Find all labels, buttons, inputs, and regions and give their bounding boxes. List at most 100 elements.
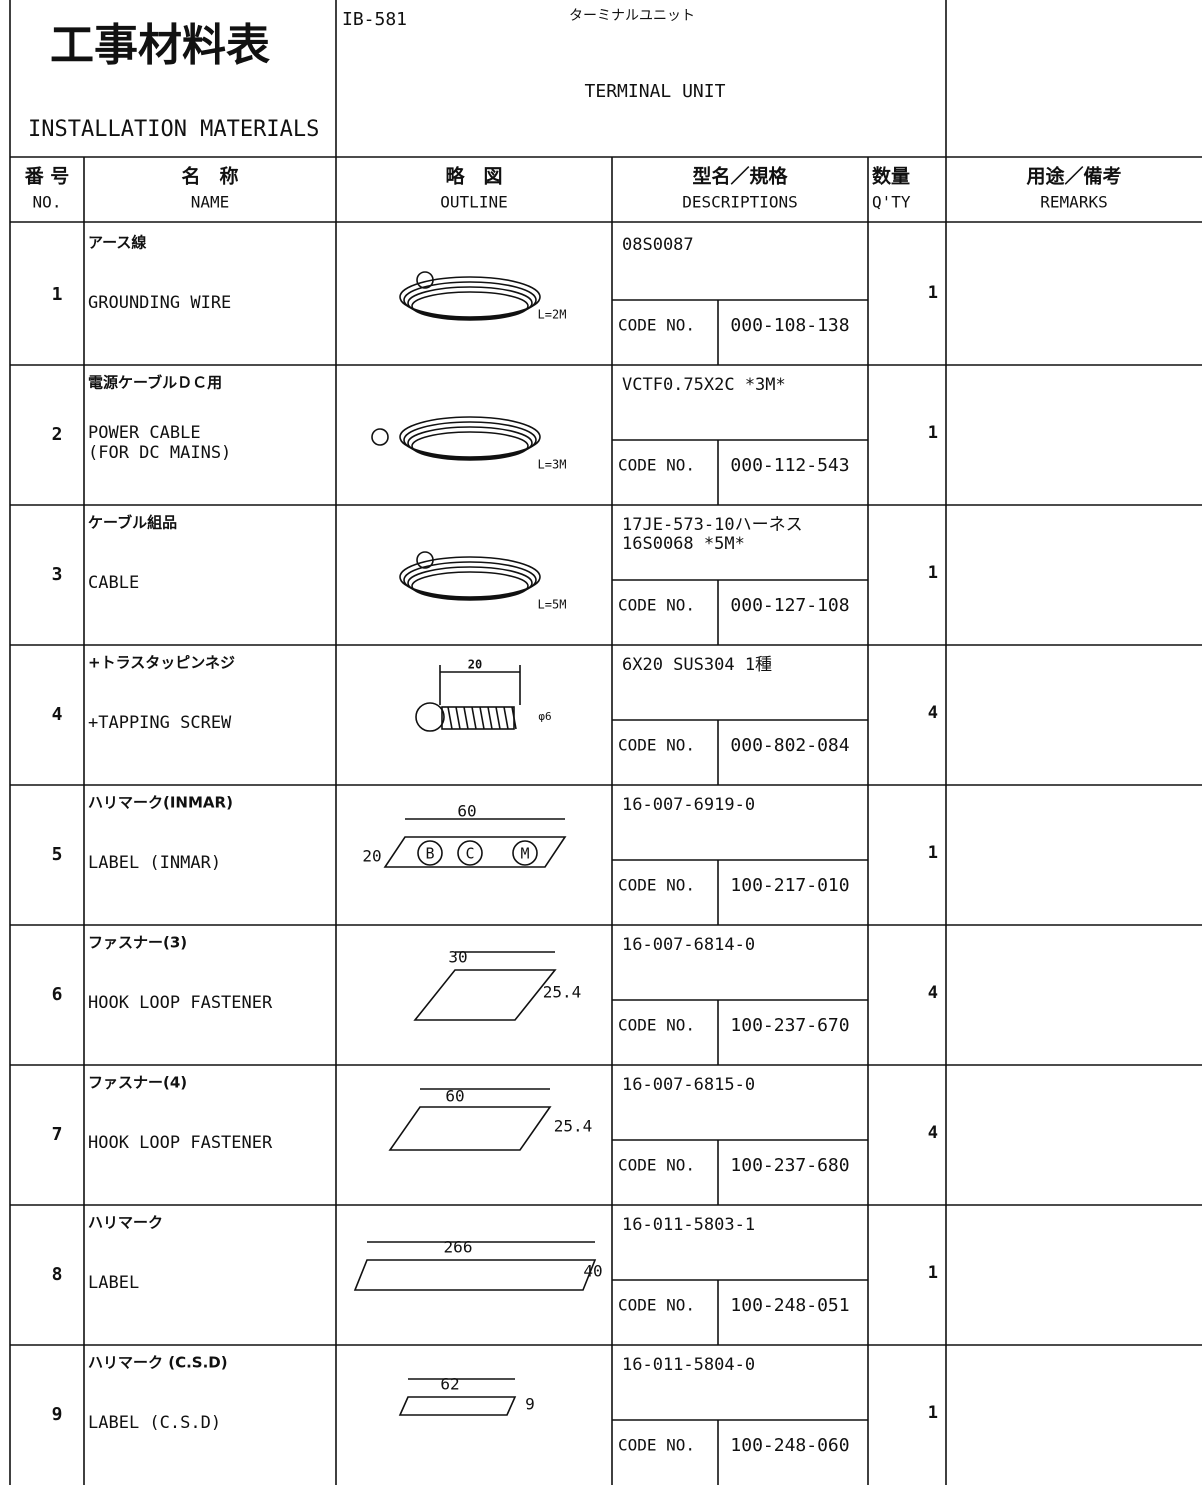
outline-label: 25.4 <box>543 983 582 1002</box>
column-header-ja: 名 称 <box>181 165 238 188</box>
name-ja: ファスナー(3) <box>88 934 187 952</box>
coil <box>407 426 533 460</box>
letter-circle <box>417 840 443 866</box>
code-label: CODE NO. <box>618 1156 695 1175</box>
description: 16-007-6815-0 <box>622 1075 755 1095</box>
code-label: CODE NO. <box>618 596 695 615</box>
rule <box>511 706 517 730</box>
label-shape <box>383 836 567 868</box>
column-header-en: NAME <box>191 193 230 212</box>
item-no: 3 <box>52 564 63 585</box>
coil <box>403 281 537 319</box>
name-ja: +トラスタッピンネジ <box>88 654 235 672</box>
outline-label: 266 <box>444 1238 473 1257</box>
code-label: CODE NO. <box>618 736 695 755</box>
name-ja: ハリマーク (C.S.D) <box>88 1354 228 1372</box>
code-no: 000-127-108 <box>730 595 849 616</box>
rule <box>495 706 501 730</box>
code-label: CODE NO. <box>618 1016 695 1035</box>
quantity: 1 <box>928 843 938 863</box>
name-ja: 電源ケーブルＤＣ用 <box>88 374 222 392</box>
description: 16-011-5803-1 <box>622 1215 755 1235</box>
item-no: 5 <box>52 844 63 865</box>
outline-label: 30 <box>448 948 467 967</box>
outline-label: 60 <box>445 1087 464 1106</box>
outline-label: 25.4 <box>554 1117 593 1136</box>
name-en: +TAPPING SCREW <box>88 713 232 733</box>
rule <box>487 706 493 730</box>
code-no: 100-237-680 <box>730 1155 849 1176</box>
column-header-en: REMARKS <box>1040 193 1107 212</box>
column-header-ja: 番 号 <box>24 166 70 188</box>
quantity: 4 <box>928 703 938 723</box>
quantity: 4 <box>928 1123 938 1143</box>
coil <box>407 566 533 600</box>
coil <box>407 286 533 320</box>
outline-label: φ6 <box>538 710 551 723</box>
rule <box>471 706 477 730</box>
quantity: 1 <box>928 1403 938 1423</box>
description: 16-011-5804-0 <box>622 1355 755 1375</box>
code-no: 000-108-138 <box>730 315 849 336</box>
name-en: (FOR DC MAINS) <box>88 443 231 463</box>
coil <box>411 431 529 461</box>
label-shape <box>413 969 557 1021</box>
code-label: CODE NO. <box>618 316 695 335</box>
code-label: CODE NO. <box>618 456 695 475</box>
name-en: LABEL (C.S.D) <box>88 1413 221 1433</box>
item-no: 2 <box>52 424 63 445</box>
rule <box>463 706 469 730</box>
outline-label: 20 <box>362 847 381 866</box>
description: 17JE-573-10ハーネス <box>622 515 803 535</box>
item-no: 4 <box>52 704 63 725</box>
name-ja: アース線 <box>88 234 146 252</box>
name-en: POWER CABLE <box>88 423 201 443</box>
name-en: LABEL (INMAR) <box>88 853 221 873</box>
name-ja: ファスナー(4) <box>88 1074 187 1092</box>
outline-label: B <box>425 845 434 863</box>
code-label: CODE NO. <box>618 1436 695 1455</box>
description: 08S0087 <box>622 235 694 255</box>
coil <box>399 556 541 598</box>
code-no: 100-217-010 <box>730 875 849 896</box>
coil <box>399 276 541 318</box>
letter-circle <box>457 840 483 866</box>
code-no: 000-802-084 <box>730 735 849 756</box>
column-header-ja: 用途／備考 <box>1026 165 1121 188</box>
name-ja: ハリマーク <box>88 1214 163 1232</box>
description: 16-007-6814-0 <box>622 935 755 955</box>
column-header-ja: 型名／規格 <box>692 165 788 188</box>
unit-name-ja: ターミナルユニット <box>569 8 695 24</box>
name-en: HOOK LOOP FASTENER <box>88 993 273 1013</box>
column-header-en: DESCRIPTIONS <box>682 193 798 212</box>
letter-circle <box>512 840 538 866</box>
outline-label: 40 <box>583 1262 602 1281</box>
coil <box>411 571 529 601</box>
coil <box>403 561 537 599</box>
quantity: 1 <box>928 1263 938 1283</box>
outline-label: L=3M <box>538 458 567 472</box>
outline-label: M <box>520 845 529 863</box>
quantity: 1 <box>928 563 938 583</box>
name-ja: ケーブル組品 <box>88 514 177 532</box>
rule <box>479 706 485 730</box>
column-header-ja: 数量 <box>872 165 910 188</box>
outline-label: 20 <box>468 658 482 672</box>
quantity: 1 <box>928 283 938 303</box>
name-en: GROUNDING WIRE <box>88 293 231 313</box>
rule <box>447 706 453 730</box>
code-label: CODE NO. <box>618 1296 695 1315</box>
name-en: LABEL <box>88 1273 139 1293</box>
code-no: 100-248-060 <box>730 1435 849 1456</box>
outline-label: L=2M <box>538 308 567 322</box>
item-no: 1 <box>52 284 63 305</box>
code-label: CODE NO. <box>618 876 695 895</box>
column-header-en: NO. <box>33 193 62 212</box>
code-no: 000-112-543 <box>730 455 849 476</box>
item-no: 6 <box>52 984 63 1005</box>
coil <box>399 416 541 458</box>
code-no: 100-237-670 <box>730 1015 849 1036</box>
description: 16-007-6919-0 <box>622 795 755 815</box>
connector <box>416 551 434 569</box>
